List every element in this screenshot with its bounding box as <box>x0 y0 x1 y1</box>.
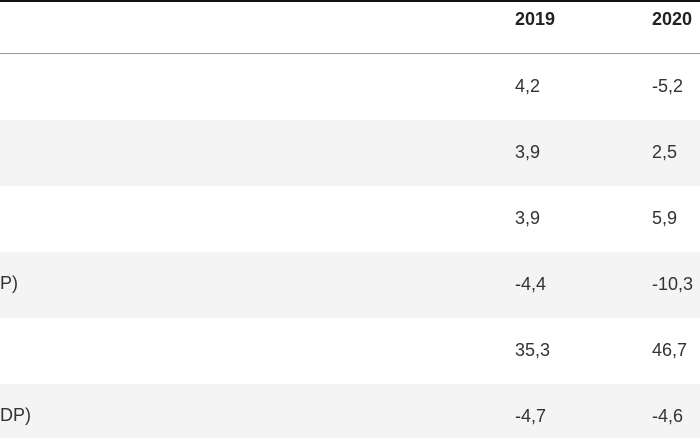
cell-2019: -4,4 <box>515 274 547 294</box>
cell-2020: -4,6 <box>652 406 684 426</box>
table-row: 35,3 46,7 <box>0 318 700 384</box>
cell-2019: 35,3 <box>515 340 551 360</box>
cell-2020: 46,7 <box>652 340 688 360</box>
cell-2020: -5,2 <box>652 76 684 96</box>
table-row: 4,2 -5,2 <box>0 54 700 120</box>
cell-2019: 3,9 <box>515 208 541 228</box>
cell-2020: -10,3 <box>652 274 694 294</box>
table-row: 3,9 2,5 <box>0 120 700 186</box>
cell-2019: 3,9 <box>515 142 541 162</box>
cell-2020: 2,5 <box>652 142 678 162</box>
column-header-2020: 2020 <box>652 9 693 29</box>
cell-2020: 5,9 <box>652 208 678 228</box>
table-row: DP) -4,7 -4,6 <box>0 384 700 438</box>
table-row: P) -4,4 -10,3 <box>0 252 700 318</box>
row-label: P) <box>0 273 18 293</box>
row-label: DP) <box>0 405 31 425</box>
cell-2019: 4,2 <box>515 76 541 96</box>
table-row: 3,9 5,9 <box>0 186 700 252</box>
column-header-2019: 2019 <box>515 9 556 29</box>
table-header-row: 2019 2020 <box>0 2 700 54</box>
cell-2019: -4,7 <box>515 406 547 426</box>
